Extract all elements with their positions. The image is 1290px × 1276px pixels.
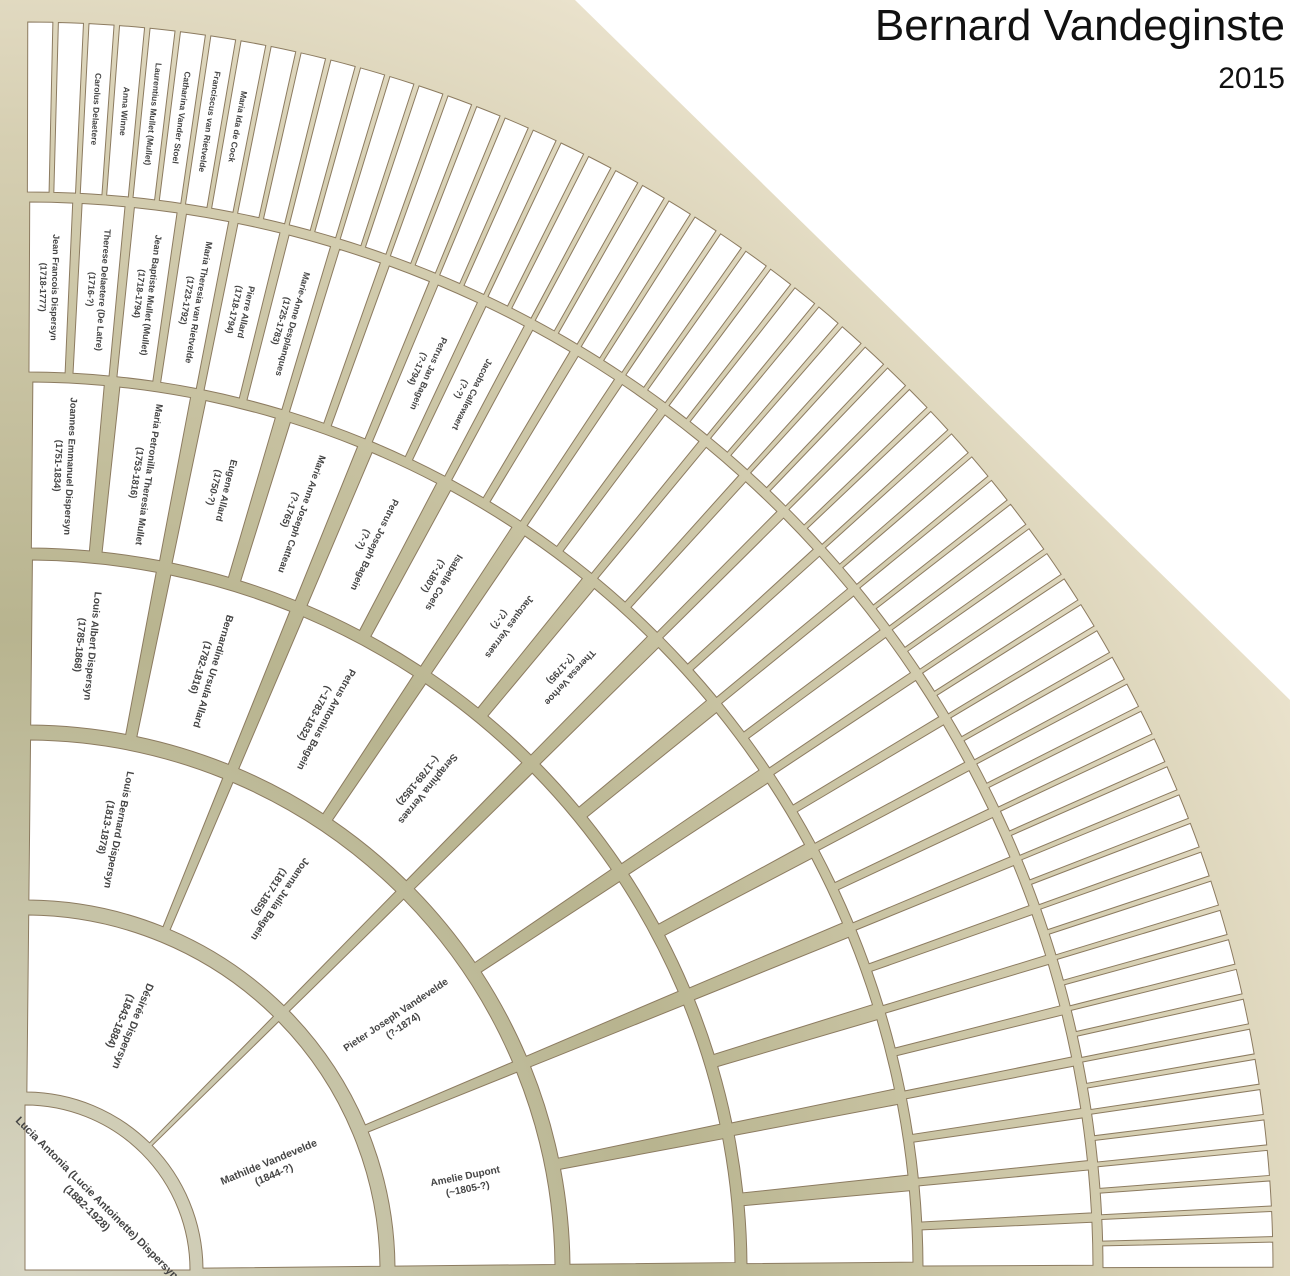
subtitle: 2015 — [1218, 62, 1285, 95]
person-dates: (1718-1777) — [37, 263, 48, 312]
person-box — [1103, 1242, 1273, 1267]
person-box — [27, 22, 52, 192]
title: Bernard Vandeginste — [875, 1, 1285, 50]
fan-chart: Bernard Vandeginste 2015 Lucia Antonia (… — [0, 0, 1290, 1276]
person-box — [922, 1222, 1093, 1266]
